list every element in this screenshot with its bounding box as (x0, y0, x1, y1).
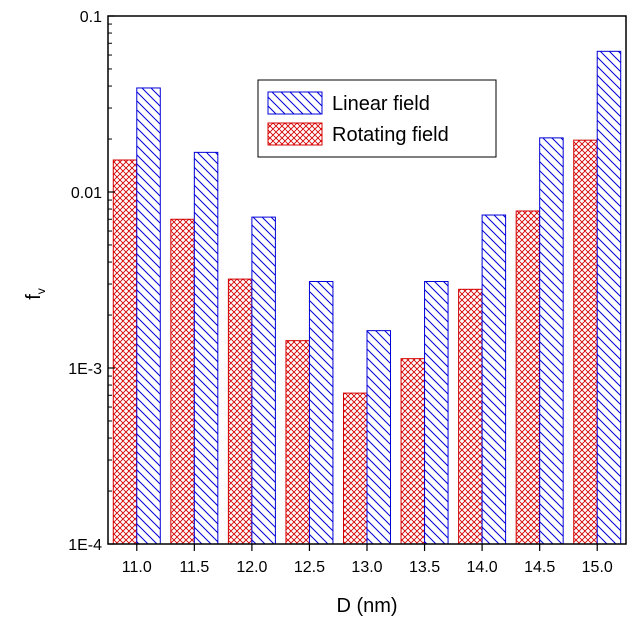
bar-rotating-13.5 (400, 358, 426, 545)
x-tick-label: 14.0 (467, 559, 498, 576)
y-axis: 1E-4 1E-3 0.01 0.1 (68, 9, 115, 554)
x-tick-label: 15.0 (582, 559, 613, 576)
x-axis-title: D (nm) (336, 595, 397, 617)
bar-rotating-14.5 (515, 210, 541, 545)
x-tick-label: 14.5 (524, 559, 555, 576)
x-tick-label: 13.5 (409, 559, 440, 576)
bar-linear-15.0 (596, 50, 622, 545)
bar-rotating-11.5 (170, 218, 195, 545)
bar-linear-13.0 (366, 330, 391, 545)
y-tick-label: 0.01 (71, 185, 102, 202)
x-tick-label: 11.5 (179, 559, 209, 576)
bar-linear-13.5 (424, 281, 449, 545)
y-axis-title: fv (23, 288, 48, 300)
y-axis-title-main: f (23, 294, 45, 300)
legend-swatch-linear (267, 91, 323, 115)
x-tick-label: 12.0 (236, 559, 267, 576)
bars-layer (112, 50, 622, 545)
bar-rotating-12.5 (285, 340, 310, 545)
bar-linear-14.5 (539, 137, 564, 545)
legend-label-rotating: Rotating field (332, 124, 449, 146)
bar-linear-11.0 (136, 87, 161, 545)
bar-linear-14.0 (481, 214, 507, 545)
y-tick-label: 1E-3 (68, 361, 102, 378)
x-tick-label: 11.0 (122, 559, 152, 576)
bar-rotating-11.0 (112, 159, 138, 545)
bar-rotating-12.0 (227, 278, 253, 545)
bar-rotating-13.0 (343, 392, 368, 545)
x-axis: 11.0 11.5 12.0 12.5 13.0 13.5 14.0 14.5 15.0 (122, 544, 613, 576)
legend-swatch-rotating (267, 122, 323, 146)
bar-rotating-15.0 (573, 139, 598, 545)
bar-rotating-14.0 (458, 288, 483, 545)
bar-linear-12.0 (251, 216, 276, 545)
x-tick-label: 12.5 (294, 559, 325, 576)
legend: Linear field Rotating field (257, 79, 497, 158)
legend-label-linear: Linear field (332, 93, 430, 115)
bar-linear-11.5 (193, 151, 219, 545)
bar-linear-12.5 (308, 281, 334, 545)
y-tick-label: 1E-4 (68, 537, 102, 554)
y-axis-title-subscript: v (34, 288, 48, 294)
x-tick-label: 13.0 (351, 559, 382, 576)
y-tick-label: 0.1 (80, 9, 102, 26)
